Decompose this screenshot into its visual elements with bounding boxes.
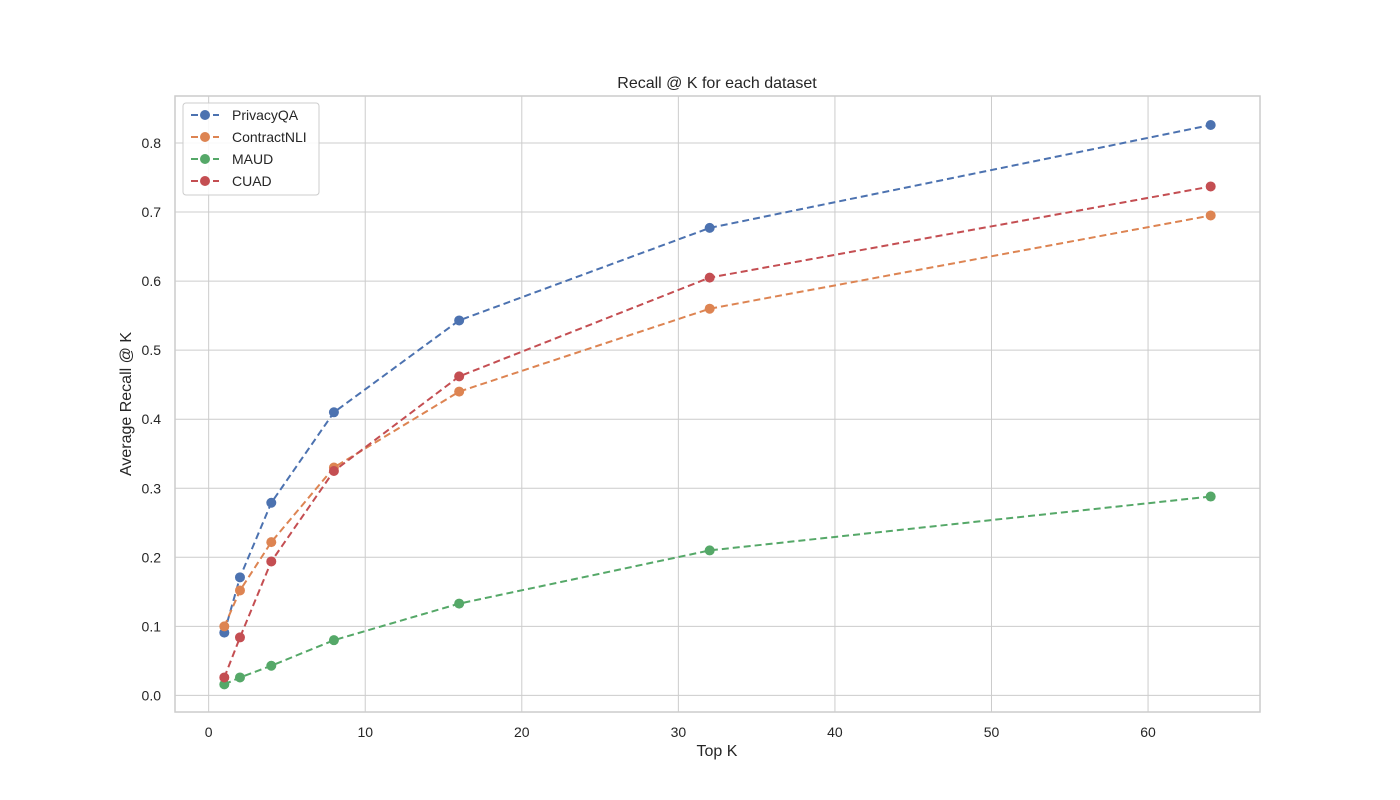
y-tick-label: 0.3 — [142, 480, 162, 496]
series-maud — [219, 491, 1216, 690]
data-point — [266, 556, 277, 567]
x-tick-label: 10 — [357, 724, 373, 740]
y-axis-label: Average Recall @ K — [118, 332, 135, 476]
data-point — [1205, 181, 1216, 192]
data-point — [1205, 491, 1216, 502]
data-point — [219, 621, 230, 632]
data-point — [454, 386, 465, 397]
data-point — [454, 598, 465, 609]
data-point — [328, 407, 339, 418]
x-tick-label: 60 — [1140, 724, 1156, 740]
legend-item-maud: MAUD — [191, 151, 273, 167]
y-tick-label: 0.8 — [142, 135, 162, 151]
legend-label: ContractNLI — [232, 129, 307, 145]
data-point — [328, 635, 339, 646]
chart-title: Recall @ K for each dataset — [617, 75, 817, 92]
data-point — [219, 679, 230, 690]
y-tick-label: 0.5 — [142, 342, 162, 358]
y-tick-label: 0.2 — [142, 549, 162, 565]
data-point — [266, 537, 277, 548]
data-point — [454, 315, 465, 326]
data-point — [234, 572, 245, 583]
data-point — [704, 303, 715, 314]
legend-marker-icon — [200, 176, 210, 186]
x-axis-ticks: 0 10 20 30 40 50 60 — [205, 724, 1156, 740]
data-point — [234, 672, 245, 683]
legend-frame — [182, 102, 320, 196]
legend-marker-icon — [200, 154, 210, 164]
data-point — [704, 222, 715, 233]
legend-marker-icon — [200, 132, 210, 142]
y-tick-label: 0.4 — [142, 411, 162, 427]
series-layer — [219, 120, 1216, 690]
data-point — [1205, 120, 1216, 131]
y-tick-label: 0.0 — [142, 687, 162, 703]
legend-marker-icon — [200, 110, 210, 120]
legend-label: PrivacyQA — [232, 107, 299, 123]
series-privacyqa — [219, 120, 1216, 638]
legend-item-privacyqa: PrivacyQA — [191, 107, 299, 123]
x-tick-label: 40 — [827, 724, 843, 740]
legend-item-cuad: CUAD — [191, 173, 272, 189]
x-tick-label: 0 — [205, 724, 213, 740]
y-tick-label: 0.7 — [142, 204, 162, 220]
y-axis-ticks: 0.0 0.1 0.2 0.3 0.4 0.5 0.6 0.7 0.8 — [142, 135, 162, 703]
plot-frame — [174, 95, 1261, 713]
plot-background — [175, 96, 1260, 712]
x-tick-label: 20 — [514, 724, 530, 740]
data-point — [234, 585, 245, 596]
data-point — [704, 272, 715, 283]
legend-label: CUAD — [232, 173, 272, 189]
x-tick-label: 30 — [671, 724, 687, 740]
series-cuad — [219, 181, 1216, 683]
data-point — [454, 371, 465, 382]
data-point — [234, 632, 245, 643]
legend-label: MAUD — [232, 151, 273, 167]
data-point — [266, 660, 277, 671]
data-point — [1205, 210, 1216, 221]
y-tick-label: 0.1 — [142, 618, 162, 634]
x-axis-label: Top K — [697, 743, 738, 760]
data-point — [266, 497, 277, 508]
x-tick-label: 50 — [984, 724, 1000, 740]
plot-area — [174, 95, 1261, 713]
data-point — [704, 545, 715, 556]
legend-item-contractnli: ContractNLI — [191, 129, 307, 145]
gridlines — [175, 96, 1260, 712]
y-tick-label: 0.6 — [142, 273, 162, 289]
legend: PrivacyQA ContractNLI MAUD CUAD — [182, 102, 320, 196]
data-point — [219, 672, 230, 683]
data-point — [328, 465, 339, 476]
